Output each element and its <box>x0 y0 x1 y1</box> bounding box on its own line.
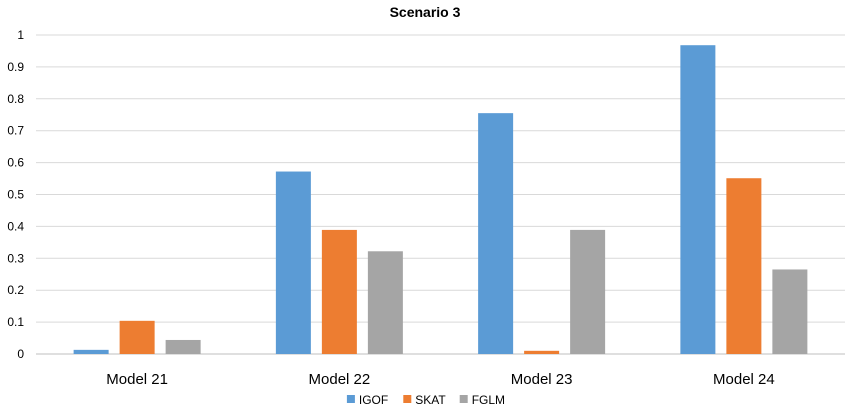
bar-fglm-4 <box>772 269 808 354</box>
y-tick-label: 0.5 <box>7 188 24 202</box>
y-axis-tick-labels: 0 0.1 0.2 0.3 0.4 0.5 0.6 0.7 0.8 0.9 1 <box>7 28 24 361</box>
y-tick-label: 0 <box>17 347 24 361</box>
x-axis-category-labels: Model 21 Model 22 Model 23 Model 24 <box>106 371 774 388</box>
chart-title: Scenario 3 <box>390 4 461 20</box>
bar-igof-3 <box>478 113 514 354</box>
bar-fglm-2 <box>367 251 403 354</box>
bar-igof-4 <box>680 45 716 354</box>
bar-skat-4 <box>726 178 762 354</box>
x-category-label: Model 22 <box>309 371 371 388</box>
y-tick-label: 0.3 <box>7 251 24 265</box>
bar-igof-1 <box>73 349 109 354</box>
legend-label-skat: SKAT <box>415 393 446 407</box>
x-category-label: Model 23 <box>511 371 573 388</box>
legend-label-fglm: FGLM <box>472 393 505 407</box>
bar-skat-2 <box>321 229 357 354</box>
legend-label-igof: IGOF <box>359 393 388 407</box>
x-category-label: Model 21 <box>106 371 168 388</box>
bars <box>73 45 808 354</box>
bar-fglm-3 <box>570 229 606 354</box>
legend-swatch-igof <box>346 395 355 403</box>
y-tick-label: 0.1 <box>7 315 24 329</box>
legend: IGOF SKAT FGLM <box>346 393 505 407</box>
gridlines <box>36 34 845 355</box>
bar-skat-3 <box>524 350 560 354</box>
y-tick-label: 1 <box>17 28 24 42</box>
legend-swatch-skat <box>403 395 412 403</box>
y-tick-label: 0.2 <box>7 283 24 297</box>
y-tick-label: 0.7 <box>7 124 24 138</box>
bar-fglm-1 <box>165 339 201 354</box>
y-tick-label: 0.8 <box>7 92 24 106</box>
bar-igof-2 <box>275 171 311 354</box>
y-tick-label: 0.6 <box>7 156 24 170</box>
y-tick-label: 0.4 <box>7 219 24 233</box>
bar-skat-1 <box>119 320 155 354</box>
x-category-label: Model 24 <box>713 371 775 388</box>
y-tick-label: 0.9 <box>7 60 24 74</box>
legend-swatch-fglm <box>459 395 468 403</box>
